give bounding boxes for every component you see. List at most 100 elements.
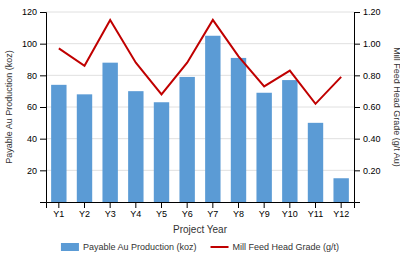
tick: 0.80 xyxy=(354,71,381,81)
legend-item: Payable Au Production (koz) xyxy=(61,242,197,252)
line xyxy=(59,20,341,104)
tick: Y7 xyxy=(207,202,218,219)
x-axis-title: Project Year xyxy=(173,224,228,235)
tick-label: 1.20 xyxy=(363,7,381,17)
grid-line xyxy=(46,12,354,13)
tick-label: Y8 xyxy=(233,209,244,219)
tick: Y3 xyxy=(105,202,116,219)
tick-mark xyxy=(40,170,46,171)
tick-label: 100 xyxy=(22,39,37,49)
axis-line xyxy=(40,13,47,203)
tick-label: Y11 xyxy=(308,209,323,219)
tick-label: Y6 xyxy=(182,209,193,219)
tick-label: Y4 xyxy=(130,209,141,219)
grid-line xyxy=(46,43,354,44)
tick: 0.20 xyxy=(354,166,381,176)
tick-label: 0.60 xyxy=(363,102,381,112)
tick: 60 xyxy=(27,102,46,112)
tick: Y6 xyxy=(182,202,193,219)
tick-mark xyxy=(264,202,265,208)
bar xyxy=(333,178,348,202)
tick-mark xyxy=(354,12,360,13)
bar xyxy=(128,91,143,202)
bar xyxy=(282,80,297,202)
tick-label: 60 xyxy=(27,102,37,112)
bar xyxy=(179,77,194,202)
tick-mark xyxy=(354,75,360,76)
tick: Y8 xyxy=(233,202,244,219)
y2-axis: 0.20 0.40 0.60 0.80 1.00 1.20 xyxy=(354,7,381,202)
plot: Y1 Y2 Y3 Y4 Y5 Y6 Y7 Y8 Y9 Y10 Y11 Y12 20 40 60 80 100 12… xyxy=(4,7,400,235)
bar xyxy=(308,123,323,202)
tick: 0.60 xyxy=(354,102,381,112)
tick-mark xyxy=(315,202,316,208)
tick-mark xyxy=(40,139,46,140)
tick-label: Y9 xyxy=(259,209,270,219)
axis-line xyxy=(355,13,361,203)
tick: Y9 xyxy=(259,202,270,219)
y-axis-title: Payable Au Production (koz) xyxy=(4,50,14,164)
grid-line xyxy=(46,75,354,76)
marks xyxy=(51,20,349,202)
tick: 80 xyxy=(27,71,46,81)
tick: 20 xyxy=(27,166,46,176)
legend-label: Payable Au Production (koz) xyxy=(83,242,197,252)
x-axis: Y1 Y2 Y3 Y4 Y5 Y6 Y7 Y8 Y9 Y10 Y11 Y12 xyxy=(47,202,355,219)
tick: Y5 xyxy=(156,202,167,219)
bar xyxy=(154,102,169,202)
y2-axis-title: Mill Feed Head Grade (g/t Au) xyxy=(392,47,400,167)
tick-mark xyxy=(110,202,111,208)
bar xyxy=(256,93,271,202)
tick-mark xyxy=(212,202,213,208)
tick-mark xyxy=(135,202,136,208)
chart: Y1 Y2 Y3 Y4 Y5 Y6 Y7 Y8 Y9 Y10 Y11 Y12 20 40 60 80 100 12… xyxy=(0,0,400,256)
tick-label: 40 xyxy=(27,134,37,144)
tick: 1.00 xyxy=(354,39,381,49)
tick-label: Y1 xyxy=(53,209,64,219)
tick: 40 xyxy=(27,134,46,144)
y-axis: 20 40 60 80 100 120 xyxy=(22,7,47,202)
legend-swatch xyxy=(211,246,229,248)
tick: Y12 xyxy=(333,202,349,219)
tick-label: Y12 xyxy=(333,209,349,219)
tick-label: 0.20 xyxy=(363,166,381,176)
tick-label: 0.80 xyxy=(363,71,381,81)
legend: Payable Au Production (koz) Mill Feed Hea… xyxy=(61,242,339,252)
tick-label: 20 xyxy=(27,166,37,176)
bar xyxy=(102,63,117,202)
bar xyxy=(77,94,92,202)
tick-mark xyxy=(40,44,46,45)
tick: Y4 xyxy=(130,202,141,219)
tick-mark xyxy=(58,202,59,208)
legend-item: Mill Feed Head Grade (g/t) xyxy=(211,242,340,252)
axis-line xyxy=(47,203,355,209)
tick: Y10 xyxy=(282,202,298,219)
tick: 1.20 xyxy=(354,7,381,17)
tick-label: 1.00 xyxy=(363,39,381,49)
tick-mark xyxy=(289,202,290,208)
legend-label: Mill Feed Head Grade (g/t) xyxy=(233,242,340,252)
tick-label: Y2 xyxy=(79,209,90,219)
tick-mark xyxy=(40,75,46,76)
legend-swatch xyxy=(61,243,79,251)
tick-mark xyxy=(84,202,85,208)
tick-mark xyxy=(238,202,239,208)
tick: 100 xyxy=(22,39,46,49)
tick: 120 xyxy=(22,7,46,17)
tick-mark xyxy=(187,202,188,208)
tick-label: Y10 xyxy=(282,209,298,219)
tick-mark xyxy=(354,44,360,45)
tick-mark xyxy=(354,170,360,171)
tick-mark xyxy=(40,12,46,13)
tick-mark xyxy=(341,202,342,208)
tick-label: Y7 xyxy=(207,209,218,219)
bar xyxy=(205,36,220,202)
tick: 0.40 xyxy=(354,134,381,144)
tick: Y1 xyxy=(53,202,64,219)
tick-mark xyxy=(161,202,162,208)
tick-mark xyxy=(354,107,360,108)
tick-label: 120 xyxy=(22,7,37,17)
tick-label: 80 xyxy=(27,71,37,81)
tick-mark xyxy=(354,139,360,140)
tick: Y2 xyxy=(79,202,90,219)
